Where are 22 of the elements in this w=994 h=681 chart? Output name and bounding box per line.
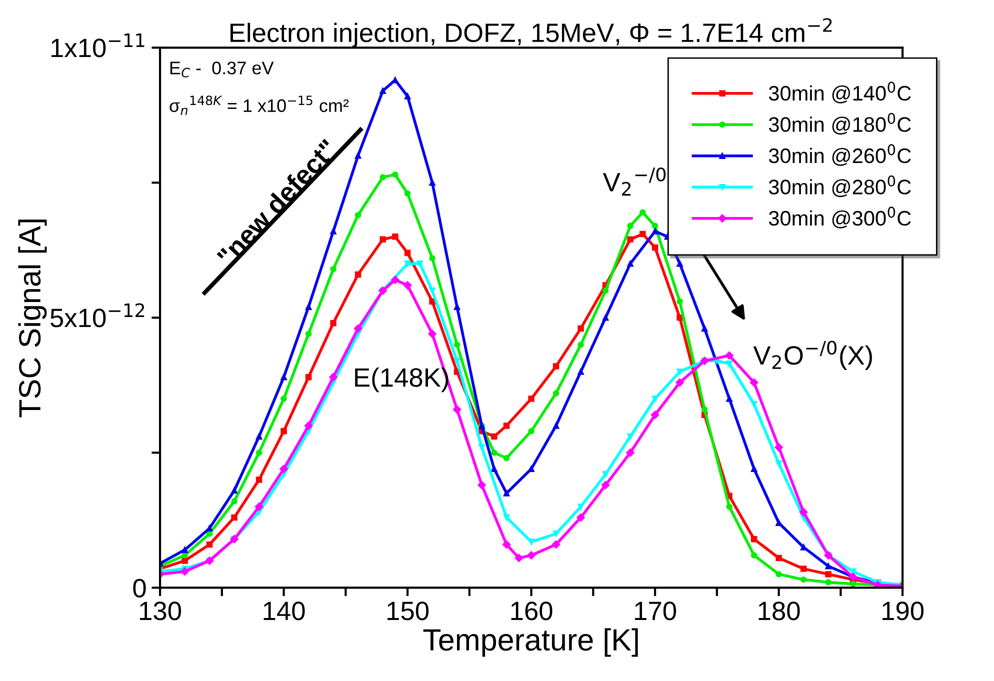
x-tick-label: 150: [388, 602, 429, 620]
x-tick-label: 130: [140, 602, 182, 620]
x-axis-title: Temperature [K]: [423, 628, 638, 657]
x-tick-label: 170: [635, 602, 676, 620]
legend-label: 30min @180$^{0}$C: [768, 112, 911, 135]
x-tick-label: 140: [264, 602, 305, 620]
x-tick-label: 180: [758, 602, 800, 620]
y-axis-title: TSC Signal [A]: [18, 220, 47, 418]
legend-label: 30min @300$^{0}$C: [768, 206, 911, 228]
annotation: V$_{2}$O$^{−/0}$(X): [753, 340, 872, 370]
legend-label: 30min @260$^{0}$C: [768, 144, 911, 166]
x-tick-label: 190: [882, 602, 924, 620]
y-tick-label: 0: [133, 578, 146, 598]
legend-label: 30min @280$^{0}$C: [768, 175, 911, 198]
legend-label: 30min @140$^{0}$C: [768, 82, 911, 104]
x-tick-label: 160: [511, 602, 552, 620]
y-tick-label: 5x10$^{−12}$: [50, 303, 144, 328]
annotation: E$_{C}$ - 0.37 eV: [170, 62, 274, 78]
annotation: V$_{2}$$^{−/0}$: [602, 167, 666, 196]
y-tick-label: 1x10$^{−11}$: [51, 33, 144, 58]
chart-title: Electron injection, DOFZ, 15MeV, Φ = 1.7E14 cm$^{−2}$: [230, 18, 832, 48]
annotation: σ$_{n}$$^{148K}$ = 1 x10$^{−15}$ cm²: [170, 96, 349, 115]
